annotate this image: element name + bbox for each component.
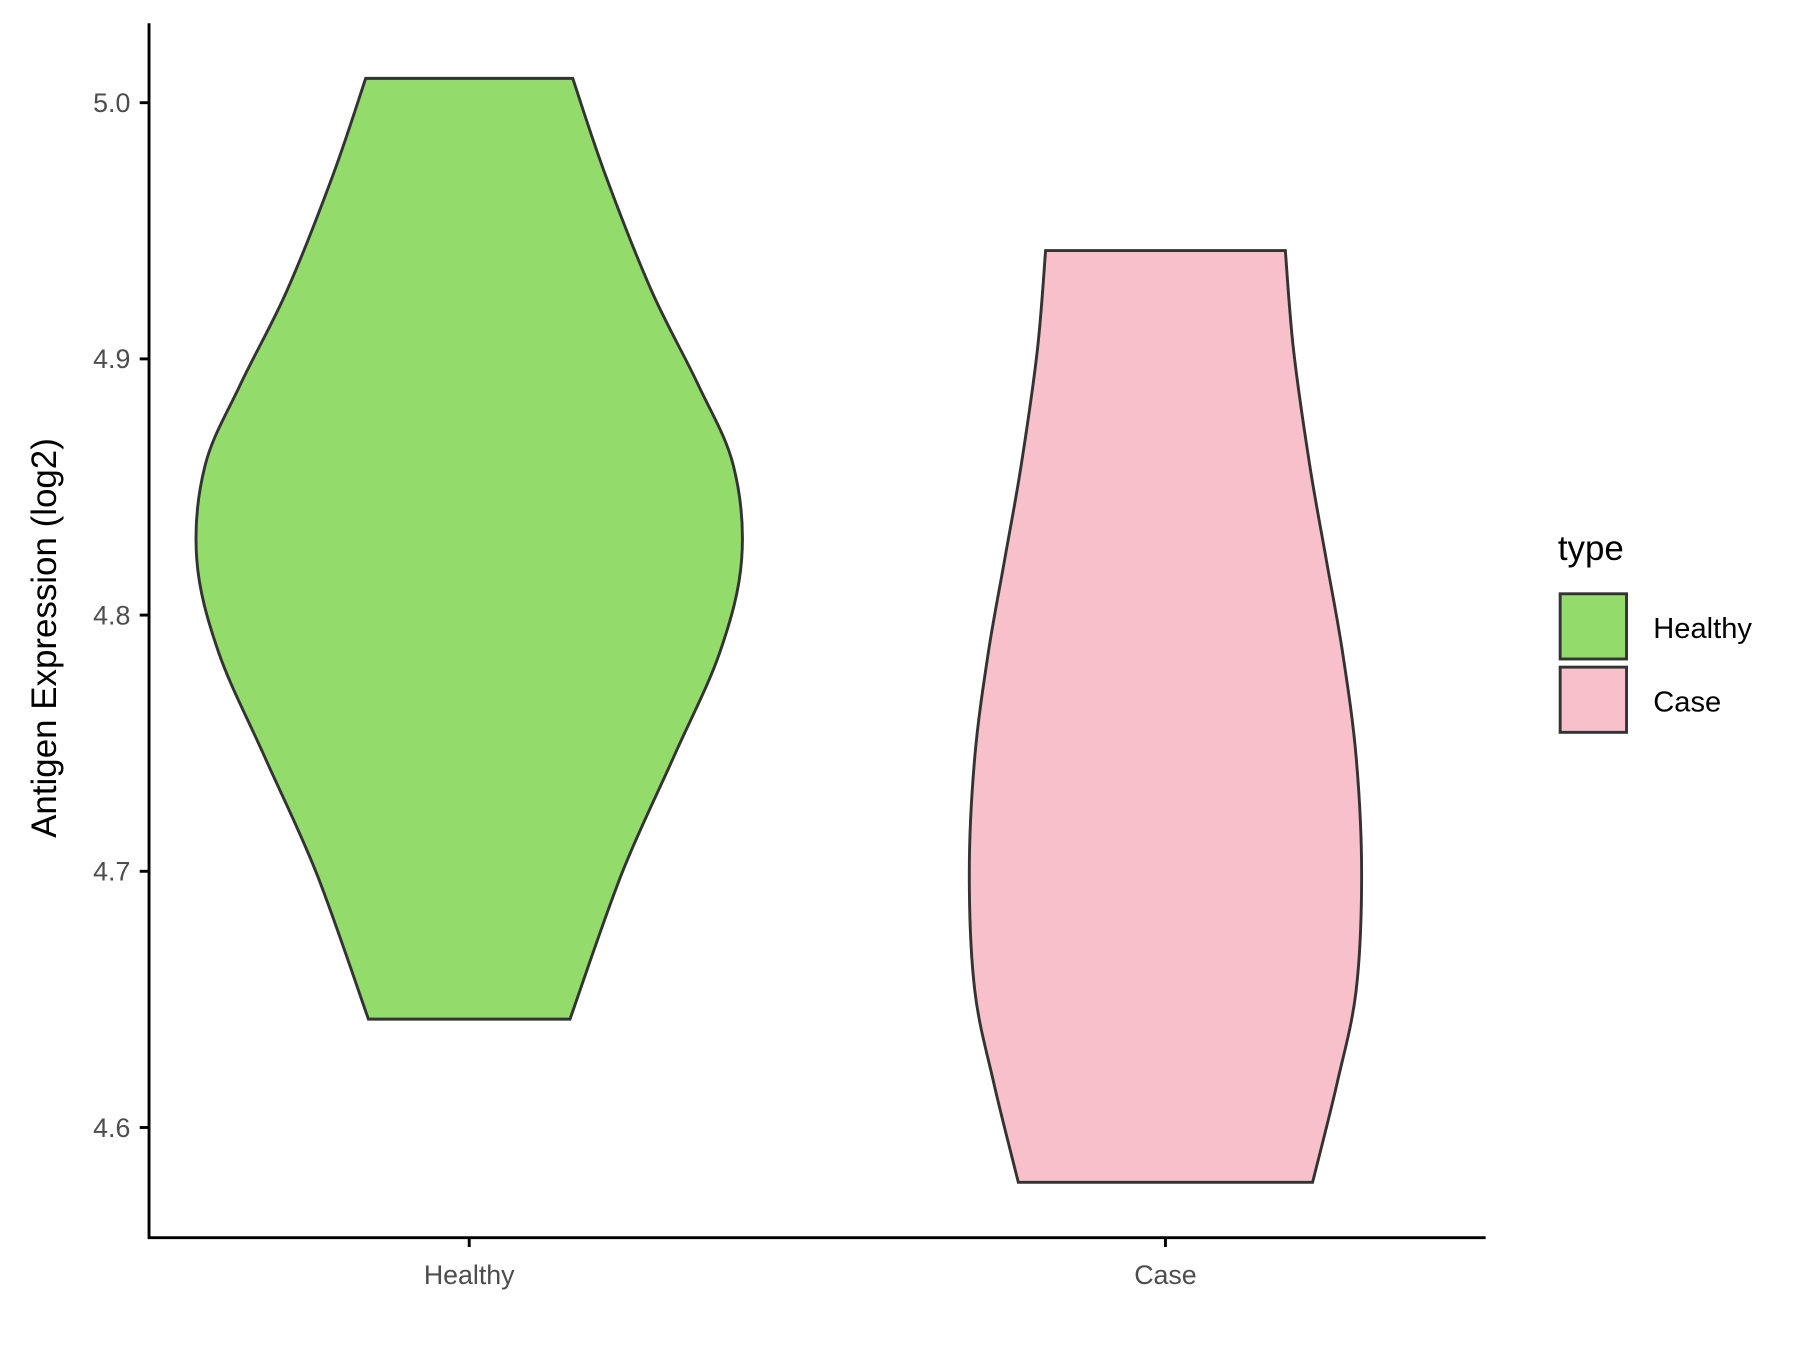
y-axis-title: Antigen Expression (log2) (25, 438, 64, 838)
legend-label: Healthy (1653, 613, 1752, 645)
y-tick-label: 4.8 (93, 600, 130, 630)
legend-title: type (1558, 529, 1624, 568)
y-tick-label: 4.7 (93, 857, 130, 887)
x-tick-label: Case (1134, 1260, 1196, 1290)
legend-key (1558, 665, 1628, 734)
legend-label: Case (1653, 686, 1721, 718)
x-tick-label: Healthy (424, 1260, 515, 1290)
y-tick-label: 4.9 (93, 344, 130, 374)
y-tick-label: 4.6 (93, 1113, 130, 1143)
legend-key (1558, 592, 1628, 661)
violin (967, 249, 1364, 1184)
y-tick-label: 5.0 (93, 88, 130, 118)
violin (194, 76, 744, 1021)
